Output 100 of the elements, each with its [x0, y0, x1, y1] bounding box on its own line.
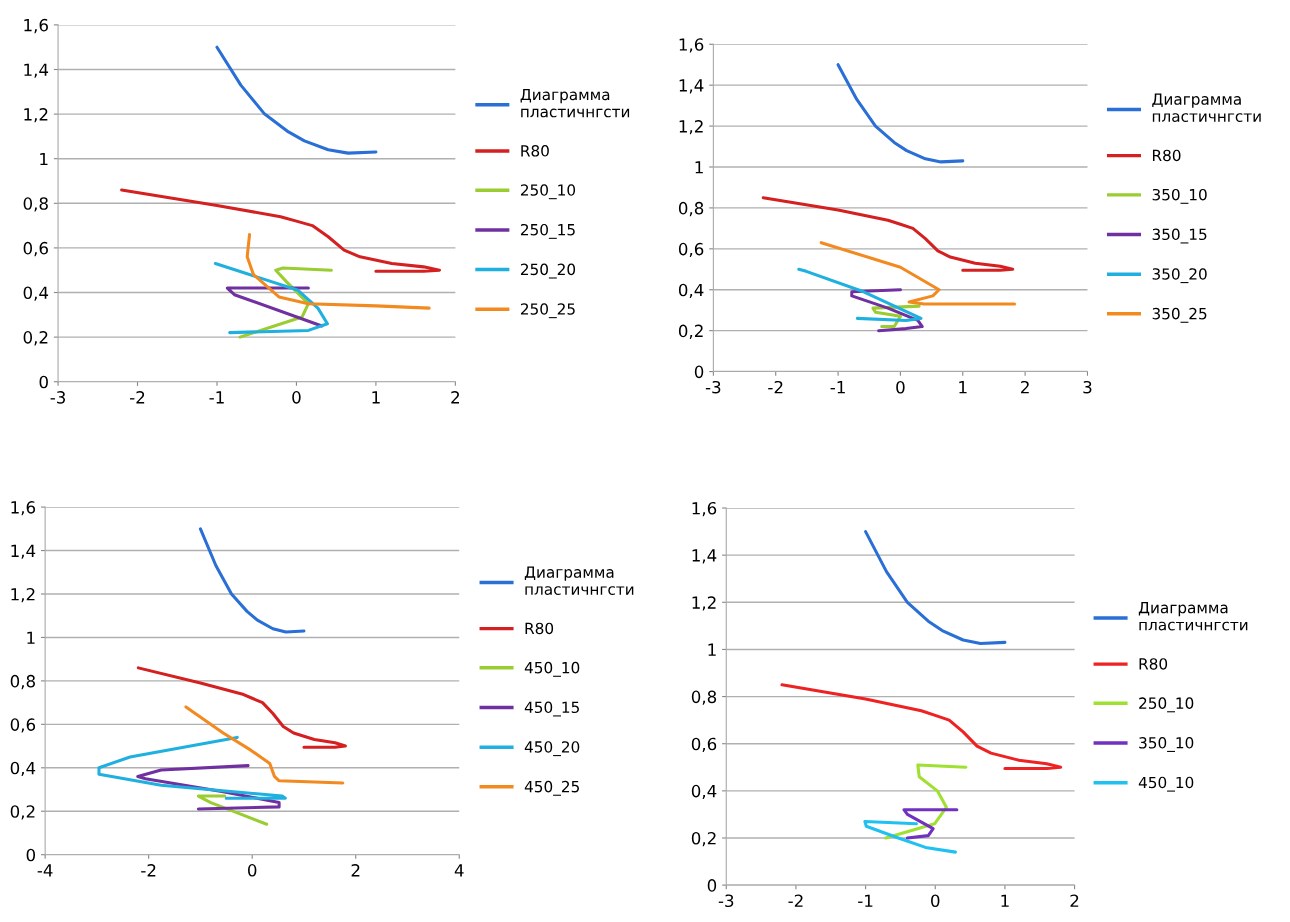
legend-label: R80 — [1152, 149, 1181, 162]
y-tick-label: 1,6 — [24, 18, 48, 34]
x-tick-label: 0 — [931, 894, 940, 908]
line-series — [245, 232, 431, 310]
x-tick-label: -3 — [705, 380, 721, 394]
x-tick-label: -1 — [858, 894, 873, 907]
line-series — [819, 241, 1017, 306]
legend-label: 450_25 — [524, 780, 579, 796]
y-tick-label: 0,4 — [678, 283, 704, 299]
line-series — [780, 683, 1063, 770]
y-tick-label: 1,4 — [24, 63, 49, 78]
line-series — [184, 705, 345, 785]
line-series — [198, 527, 306, 634]
y-tick-label: 1,6 — [692, 501, 717, 517]
legend-label: 250_10 — [520, 184, 576, 200]
x-tick-label: -4 — [37, 864, 53, 877]
y-tick-label: 1 — [27, 631, 35, 644]
x-tick-label: 0 — [247, 864, 257, 877]
y-tick-label: 0 — [26, 848, 36, 862]
legend-label: 450_10 — [524, 661, 580, 677]
y-tick-label: 0,2 — [678, 324, 703, 339]
y-tick-label: 0,6 — [10, 718, 36, 733]
y-tick-label: 0,4 — [10, 761, 36, 777]
line-series — [863, 819, 957, 854]
y-tick-label: 0 — [694, 365, 704, 379]
legend-label: 450_20 — [524, 741, 580, 757]
legend-label: 450_15 — [524, 701, 579, 717]
x-tick-label: 0 — [292, 391, 301, 404]
legend-label: Диаграмма пластичнгсти — [1152, 93, 1261, 122]
legend-label: Диаграмма пластичнгсти — [524, 566, 634, 595]
line-series — [797, 267, 923, 322]
y-tick-label: 0,6 — [691, 737, 717, 752]
x-tick-label: -1 — [209, 391, 224, 404]
legend-label: Диаграмма пластичнгсти — [1138, 602, 1248, 631]
x-tick-label: -2 — [788, 894, 803, 907]
y-tick-label: 1 — [695, 161, 703, 174]
line-series — [836, 63, 965, 164]
line-series — [136, 666, 347, 749]
y-tick-label: 0,2 — [691, 831, 716, 847]
legend-label: 350_20 — [1152, 268, 1207, 284]
x-tick-label: 1 — [372, 391, 380, 404]
y-tick-label: 0,2 — [23, 331, 48, 346]
y-tick-label: 0,6 — [678, 242, 704, 258]
x-tick-label: 2 — [451, 391, 459, 404]
line-series — [97, 735, 287, 800]
legend-label: 350_25 — [1152, 307, 1207, 323]
y-tick-label: 0,8 — [678, 201, 704, 217]
x-tick-label: 2 — [351, 864, 360, 877]
line-series — [864, 530, 1007, 646]
line-series — [902, 808, 959, 840]
x-tick-label: 4 — [454, 864, 464, 877]
x-tick-label: -3 — [718, 894, 734, 908]
y-tick-label: 1,6 — [679, 38, 704, 53]
y-tick-label: 0,4 — [691, 784, 717, 800]
x-tick-label: 2 — [1021, 380, 1029, 394]
y-tick-label: 1,4 — [679, 79, 704, 94]
y-tick-label: 0,2 — [10, 805, 35, 820]
x-tick-label: 3 — [1083, 380, 1092, 394]
x-tick-label: -1 — [830, 381, 845, 394]
legend-label: R80 — [521, 145, 549, 157]
x-tick-label: -2 — [130, 391, 145, 404]
y-tick-label: 1,4 — [11, 544, 36, 559]
line-series — [850, 288, 924, 333]
y-tick-label: 0,4 — [23, 286, 49, 301]
line-series — [213, 261, 329, 335]
x-tick-label: 0 — [896, 380, 905, 394]
x-tick-label: -2 — [141, 864, 156, 877]
y-tick-label: 1,4 — [692, 549, 717, 564]
x-tick-label: 1 — [959, 381, 967, 394]
x-tick-label: -2 — [768, 380, 783, 394]
y-tick-label: 1 — [40, 152, 48, 166]
legend-label: 350_15 — [1152, 228, 1207, 244]
legend-label: 350_10 — [1139, 737, 1194, 752]
legend-label: R80 — [525, 622, 554, 635]
legend-label: 250_20 — [520, 263, 576, 279]
y-tick-label: 1,2 — [11, 587, 35, 603]
line-series — [196, 794, 269, 826]
x-tick-label: -3 — [50, 391, 66, 404]
legend-label: 250_15 — [520, 223, 575, 239]
y-tick-label: 1,2 — [24, 108, 48, 123]
y-tick-label: 0,8 — [10, 674, 35, 690]
y-tick-label: 1 — [708, 643, 716, 656]
line-series — [761, 196, 1015, 272]
legend-label: 350_10 — [1152, 188, 1207, 204]
y-tick-label: 0,6 — [23, 241, 48, 257]
y-tick-label: 1,2 — [679, 120, 703, 135]
line-series — [120, 188, 442, 273]
y-tick-label: 0 — [707, 879, 717, 892]
legend-label: 450_10 — [1138, 776, 1194, 792]
legend-label: 250_10 — [1139, 697, 1194, 713]
x-tick-label: 1 — [1001, 894, 1009, 907]
y-tick-label: 0,8 — [691, 690, 717, 705]
y-tick-label: 1,6 — [11, 501, 36, 516]
line-series — [215, 45, 378, 155]
x-tick-label: 2 — [1070, 894, 1079, 907]
legend-label: 250_25 — [520, 303, 575, 319]
y-tick-label: 0,8 — [23, 197, 48, 212]
y-tick-label: 1,2 — [692, 596, 716, 611]
legend-label: R80 — [1139, 658, 1168, 670]
legend-label: Диаграмма пластичнгсти — [520, 88, 630, 118]
